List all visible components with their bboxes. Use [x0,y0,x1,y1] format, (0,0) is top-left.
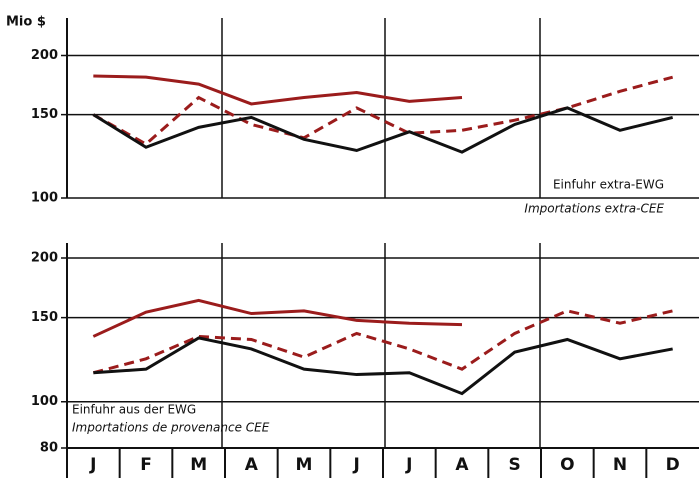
y-tick-label: 150 [31,310,58,325]
x-tick-label: A [455,455,469,475]
annotation: Importations de provenance CEE [72,421,270,435]
x-tick-label: D [666,455,680,475]
series-line [93,336,673,396]
x-tick-label: J [353,455,360,475]
y-tick-label: 200 [31,48,58,63]
annotation: Importations extra-CEE [524,202,664,216]
y-tick-label: 200 [31,250,58,265]
x-tick-label: F [140,455,152,475]
x-tick-label: N [613,455,627,475]
y-tick-label: 100 [31,394,58,409]
x-tick-label: O [560,455,574,475]
series-line [92,298,463,338]
y-tick-label: 80 [40,441,58,456]
series-line [92,75,674,146]
y-tick-label: 150 [31,107,58,122]
x-tick-label: A [245,455,259,475]
x-tick-label: M [190,455,207,475]
y-tick-label: 100 [31,191,58,206]
series-line [92,309,674,375]
series-line [93,74,463,106]
x-tick-label: M [296,455,313,475]
x-tick-label: S [509,455,521,475]
series-line [92,106,674,154]
annotation: Einfuhr extra-EWG [553,178,664,192]
y-axis-label: Mio $ [6,15,46,30]
x-tick-label: J [405,455,412,475]
annotation: Einfuhr aus der EWG [72,403,196,417]
x-tick-label: J [89,455,96,475]
